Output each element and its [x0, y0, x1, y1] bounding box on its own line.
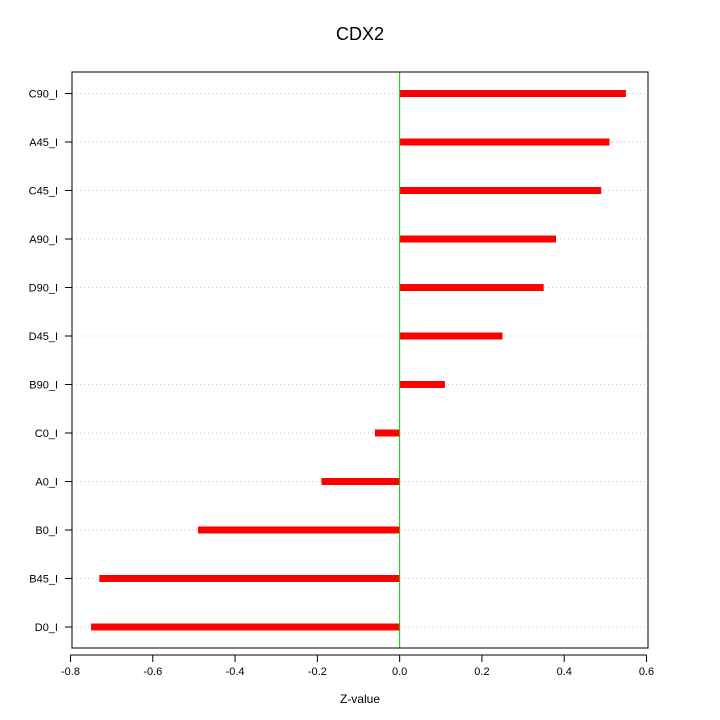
bar-A45_I — [399, 138, 610, 146]
chart-title: CDX2 — [336, 24, 384, 44]
y-tick-label: A45_I — [29, 137, 58, 149]
y-tick-label: A90_I — [29, 234, 58, 246]
y-axis: C90_I A45_I C45_I A90_I D90_I D45_I B90_I C0_I A… — [29, 89, 72, 634]
y-tick-label: A0_I — [35, 477, 58, 489]
bar-C0_I — [374, 429, 400, 437]
bar-C45_I — [399, 187, 602, 194]
grid-lines — [72, 93, 648, 628]
y-tick-label: C90_I — [29, 89, 58, 101]
bar-B45_I — [99, 575, 400, 582]
x-tick-label: -0.6 — [143, 666, 162, 678]
y-tick-label: D45_I — [29, 331, 58, 343]
y-tick-label: B90_I — [29, 380, 58, 392]
y-tick-label: D90_I — [29, 283, 58, 295]
plot-frame — [71, 71, 649, 649]
y-tick-label: B45_I — [29, 574, 58, 586]
bar-D0_I — [91, 623, 400, 631]
bars — [91, 90, 626, 631]
x-tick-label: 0.4 — [557, 666, 572, 678]
x-tick-label: -0.8 — [61, 666, 80, 678]
x-tick-label: 0.6 — [639, 666, 654, 678]
bar-B0_I — [198, 526, 400, 534]
x-tick-label: -0.2 — [308, 666, 327, 678]
bar-B90_I — [399, 381, 445, 388]
y-tick-label: D0_I — [35, 622, 58, 634]
bar-A0_I — [321, 478, 400, 485]
bar-D90_I — [399, 284, 544, 291]
bar-C90_I — [399, 90, 626, 97]
y-tick-label: B0_I — [35, 525, 58, 537]
bar-A90_I — [399, 235, 556, 243]
x-axis-label: Z-value — [340, 692, 380, 706]
y-tick-label: C45_I — [29, 186, 58, 198]
x-axis: -0.8 -0.6 -0.4 -0.2 0.0 0.2 0.4 0.6 — [61, 654, 654, 678]
x-tick-label: 0.2 — [474, 666, 489, 678]
x-tick-label: 0.0 — [392, 666, 407, 678]
bar-D45_I — [399, 332, 503, 340]
x-tick-label: -0.4 — [226, 666, 245, 678]
y-tick-label: C0_I — [35, 428, 58, 440]
